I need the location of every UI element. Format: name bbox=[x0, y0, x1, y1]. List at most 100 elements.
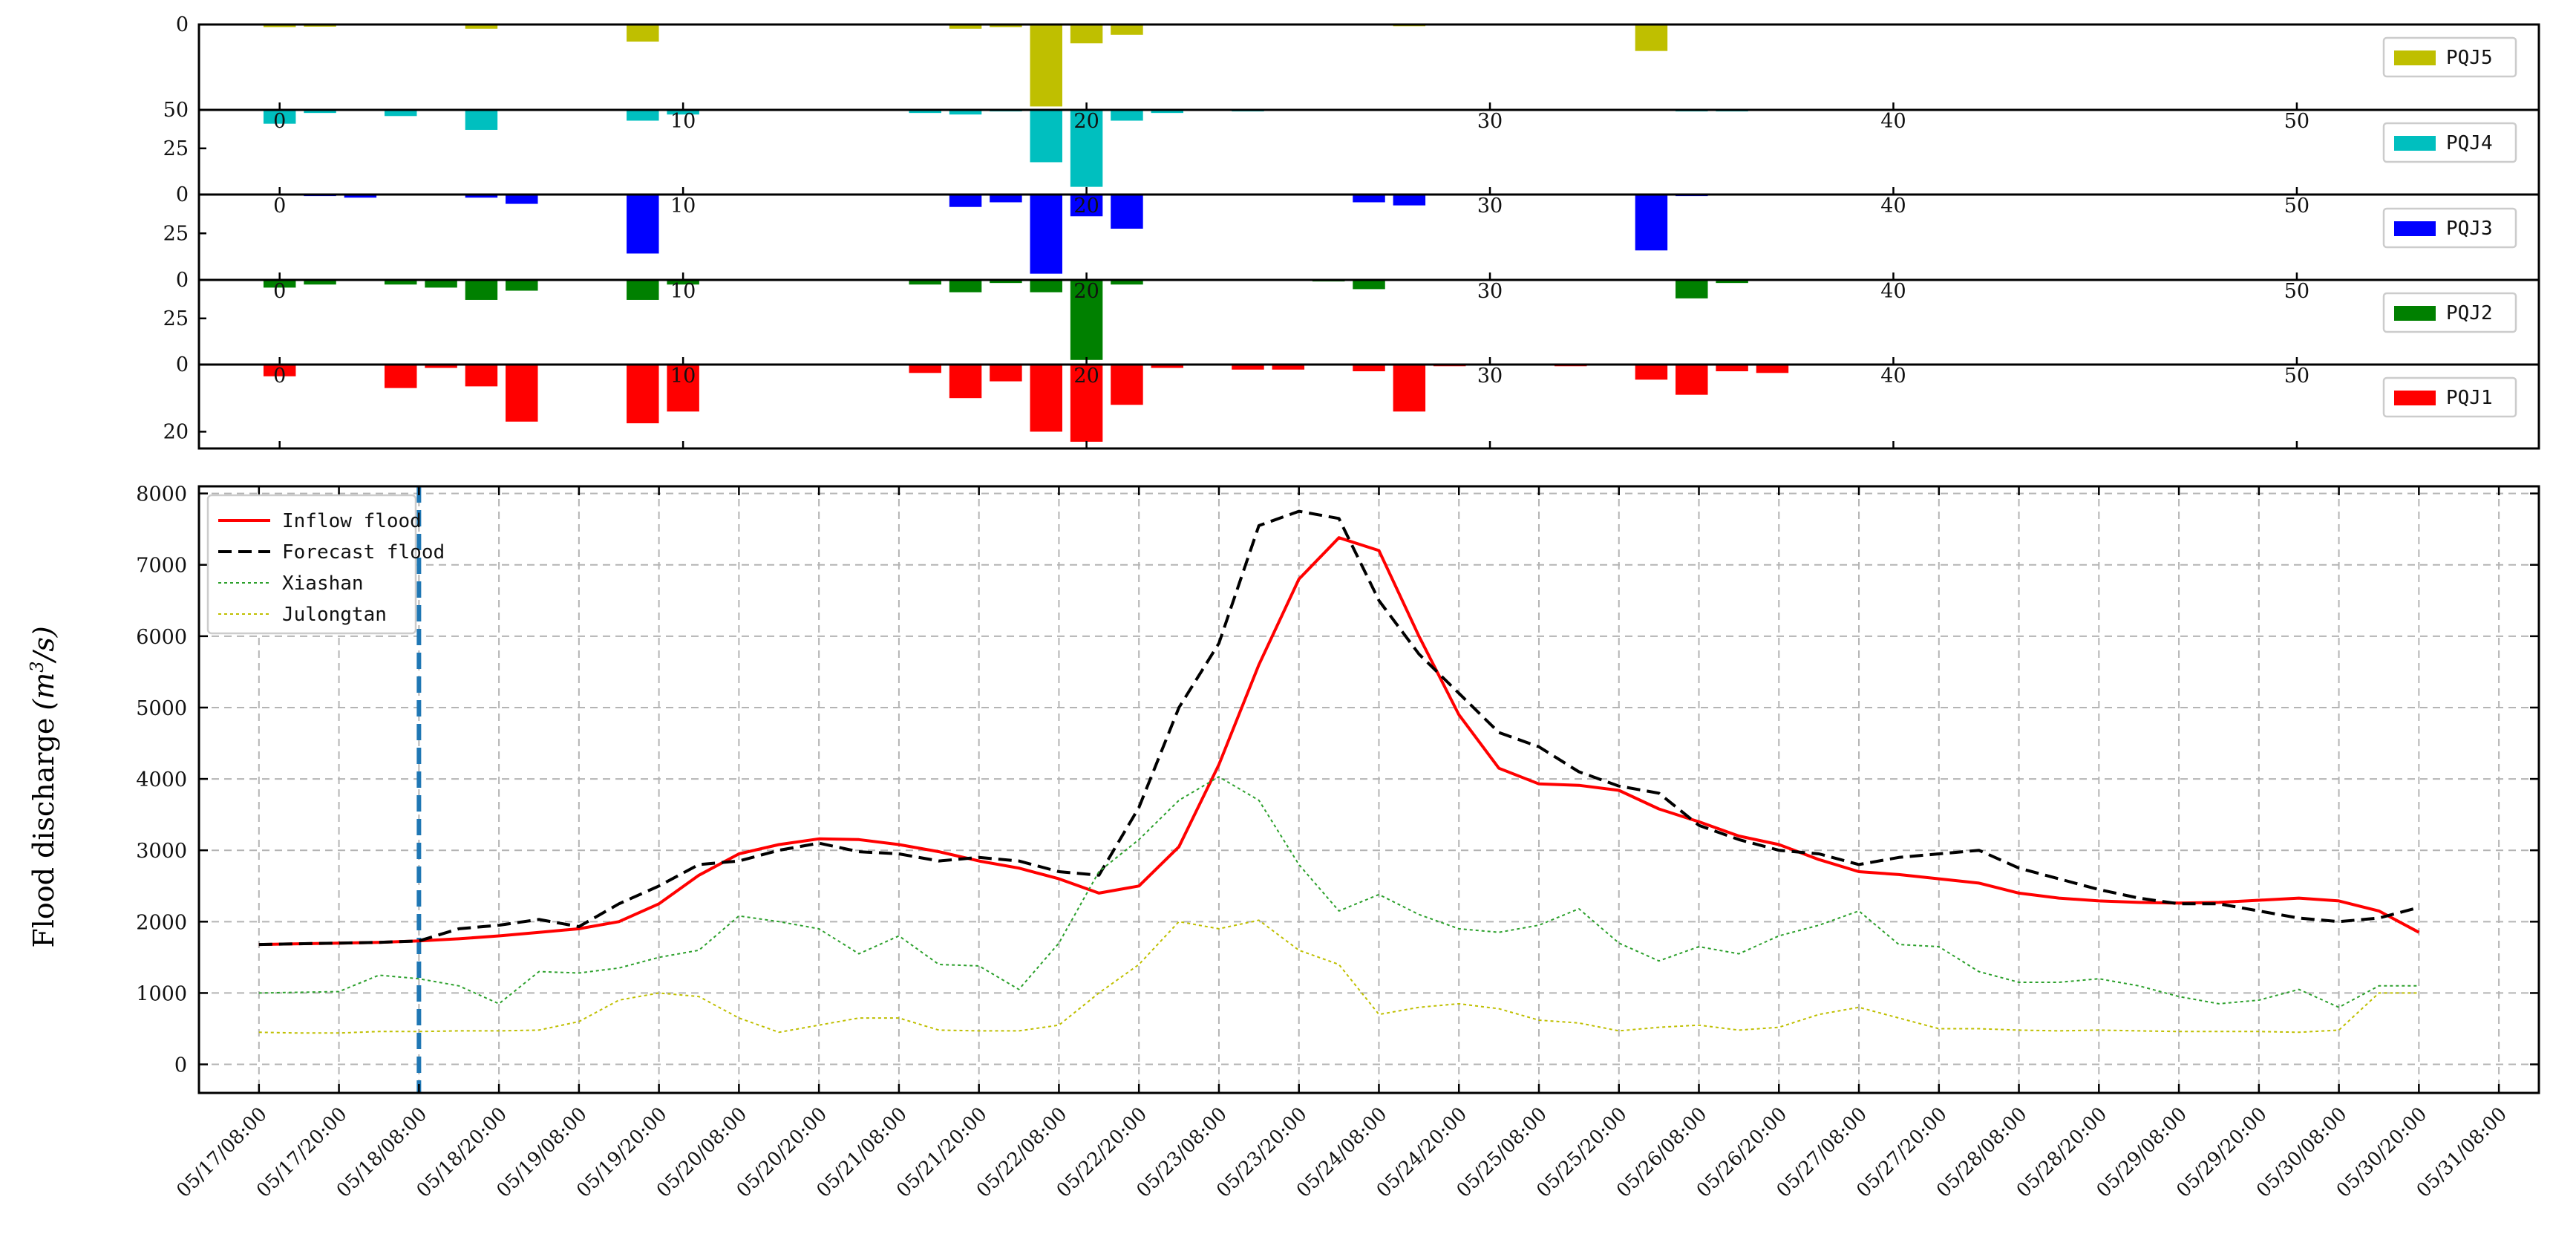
rain-bar bbox=[1151, 110, 1184, 114]
x-tick-label: 30 bbox=[1477, 280, 1503, 303]
rain-bar bbox=[344, 195, 377, 198]
rain-bar bbox=[949, 25, 982, 29]
legend-label: PQJ4 bbox=[2446, 132, 2493, 154]
rain-bar bbox=[1070, 365, 1103, 442]
rain-bar bbox=[304, 280, 336, 285]
rain-bar bbox=[1111, 25, 1143, 35]
rain-bar bbox=[465, 110, 498, 130]
rain-bar bbox=[1676, 280, 1708, 298]
rain-bar bbox=[465, 365, 498, 387]
x-tick-label: 40 bbox=[1880, 110, 1906, 133]
y-tick-label: 0 bbox=[176, 183, 189, 206]
rain-bar bbox=[1030, 195, 1062, 274]
rain-bar bbox=[1353, 195, 1385, 203]
x-tick-label: 50 bbox=[2284, 195, 2309, 218]
x-tick-label: 30 bbox=[1477, 365, 1503, 388]
x-tick-label: 20 bbox=[1073, 280, 1099, 303]
y-tick-label: 0 bbox=[174, 1054, 187, 1077]
rain-bar bbox=[263, 110, 296, 124]
rain-bar bbox=[667, 365, 699, 412]
axes-frame bbox=[197, 193, 2540, 281]
rain-bar bbox=[1353, 280, 1385, 290]
rain-bar bbox=[1030, 110, 1062, 163]
legend-label: Forecast flood bbox=[282, 541, 445, 564]
rain-bar bbox=[667, 110, 699, 115]
legend-label: PQJ5 bbox=[2446, 47, 2493, 69]
rain-bar bbox=[1393, 195, 1426, 206]
rain-bar bbox=[1070, 280, 1103, 360]
y-tick-label: 0 bbox=[176, 13, 189, 36]
rain-bar bbox=[1070, 25, 1103, 44]
y-tick-label: 8000 bbox=[136, 483, 187, 506]
y-tick-label: 4000 bbox=[136, 768, 187, 791]
y-axis-unit-base: (m bbox=[27, 673, 60, 711]
x-tick-label: 0 bbox=[273, 195, 286, 218]
legend-label: Inflow flood bbox=[282, 510, 422, 532]
series-line-julongtan bbox=[258, 919, 2419, 1034]
axes-frame bbox=[197, 363, 2540, 450]
rain-bar bbox=[1070, 110, 1103, 187]
series-line-xiashan bbox=[258, 776, 2419, 1008]
rain-bar bbox=[1716, 365, 1748, 372]
rain-bar bbox=[1111, 280, 1143, 285]
rain-bar bbox=[465, 280, 498, 300]
legend-frame bbox=[2382, 36, 2517, 78]
rain-bar bbox=[949, 195, 982, 207]
rain-bar bbox=[1353, 365, 1385, 372]
rain-bar bbox=[1676, 365, 1708, 395]
legend-swatch bbox=[2394, 306, 2436, 321]
rain-bar bbox=[1635, 195, 1668, 251]
legend-PQJ1: PQJ1 bbox=[2382, 376, 2517, 418]
x-tick-label: 50 bbox=[2284, 110, 2309, 133]
series-line-forecast-flood bbox=[258, 509, 2419, 947]
rain-bar bbox=[1070, 195, 1103, 217]
legend-frame bbox=[2382, 376, 2517, 418]
flood-discharge-panel: 01000200030004000500060007000800005/17/0… bbox=[27, 483, 2540, 1202]
rain-bar bbox=[1232, 365, 1264, 370]
axes-frame bbox=[197, 23, 2540, 111]
rain-bar bbox=[990, 25, 1022, 27]
rain-bar bbox=[949, 110, 982, 115]
rain-bar bbox=[263, 25, 296, 27]
y-tick-label: 7000 bbox=[136, 555, 187, 578]
legend-frame bbox=[206, 494, 417, 635]
x-tick-label: 40 bbox=[1880, 365, 1906, 388]
rainfall-PQJ2-axes: 0 25 0 10 20 30 40 50 PQJ2 bbox=[163, 269, 2540, 366]
x-tick-label: 50 bbox=[2284, 280, 2309, 303]
rainfall-PQJ4-axes: 50 25 0 10 20 30 40 50 PQJ4 bbox=[163, 99, 2540, 196]
rain-bar bbox=[949, 280, 982, 293]
x-tick-label: 0 bbox=[273, 110, 286, 133]
rain-bar bbox=[1111, 110, 1143, 121]
rain-bar bbox=[1716, 280, 1748, 284]
y-tick-label: 0 bbox=[176, 353, 189, 376]
x-tick-label: 10 bbox=[670, 110, 696, 133]
rain-bar bbox=[425, 365, 457, 368]
x-tick-label: 10 bbox=[670, 280, 696, 303]
rain-bar bbox=[1030, 25, 1062, 107]
rain-bar bbox=[909, 280, 941, 285]
axes-frame bbox=[197, 108, 2540, 196]
y-tick-label: 5000 bbox=[136, 697, 187, 720]
rain-bar bbox=[506, 280, 538, 291]
rainfall-PQJ5-axes: 0 PQJ5 bbox=[176, 13, 2540, 111]
rain-bar bbox=[627, 110, 659, 121]
rain-bar bbox=[627, 280, 659, 300]
x-tick-label: 20 bbox=[1073, 110, 1099, 133]
rain-bar bbox=[425, 280, 457, 288]
y-tick-label: 3000 bbox=[136, 840, 187, 863]
rain-bar bbox=[1111, 365, 1143, 405]
rainfall-PQJ1-axes: 0 20 0 10 20 30 40 50 PQJ1 bbox=[163, 353, 2540, 450]
legend-swatch bbox=[2394, 391, 2436, 405]
legend-label: Xiashan bbox=[282, 572, 364, 595]
y-tick-label: 50 bbox=[163, 99, 189, 122]
y-tick-label: 6000 bbox=[136, 626, 187, 649]
rain-bar bbox=[990, 195, 1022, 203]
series-line-inflow-flood bbox=[258, 536, 2420, 947]
rain-bar bbox=[667, 280, 699, 285]
legend-swatch bbox=[2394, 221, 2436, 236]
rain-bar bbox=[627, 25, 659, 42]
rain-bar bbox=[1635, 25, 1668, 51]
legend-frame bbox=[2382, 122, 2517, 163]
rainfall-PQJ3-axes: 0 25 0 10 20 30 40 50 PQJ3 bbox=[163, 183, 2540, 281]
